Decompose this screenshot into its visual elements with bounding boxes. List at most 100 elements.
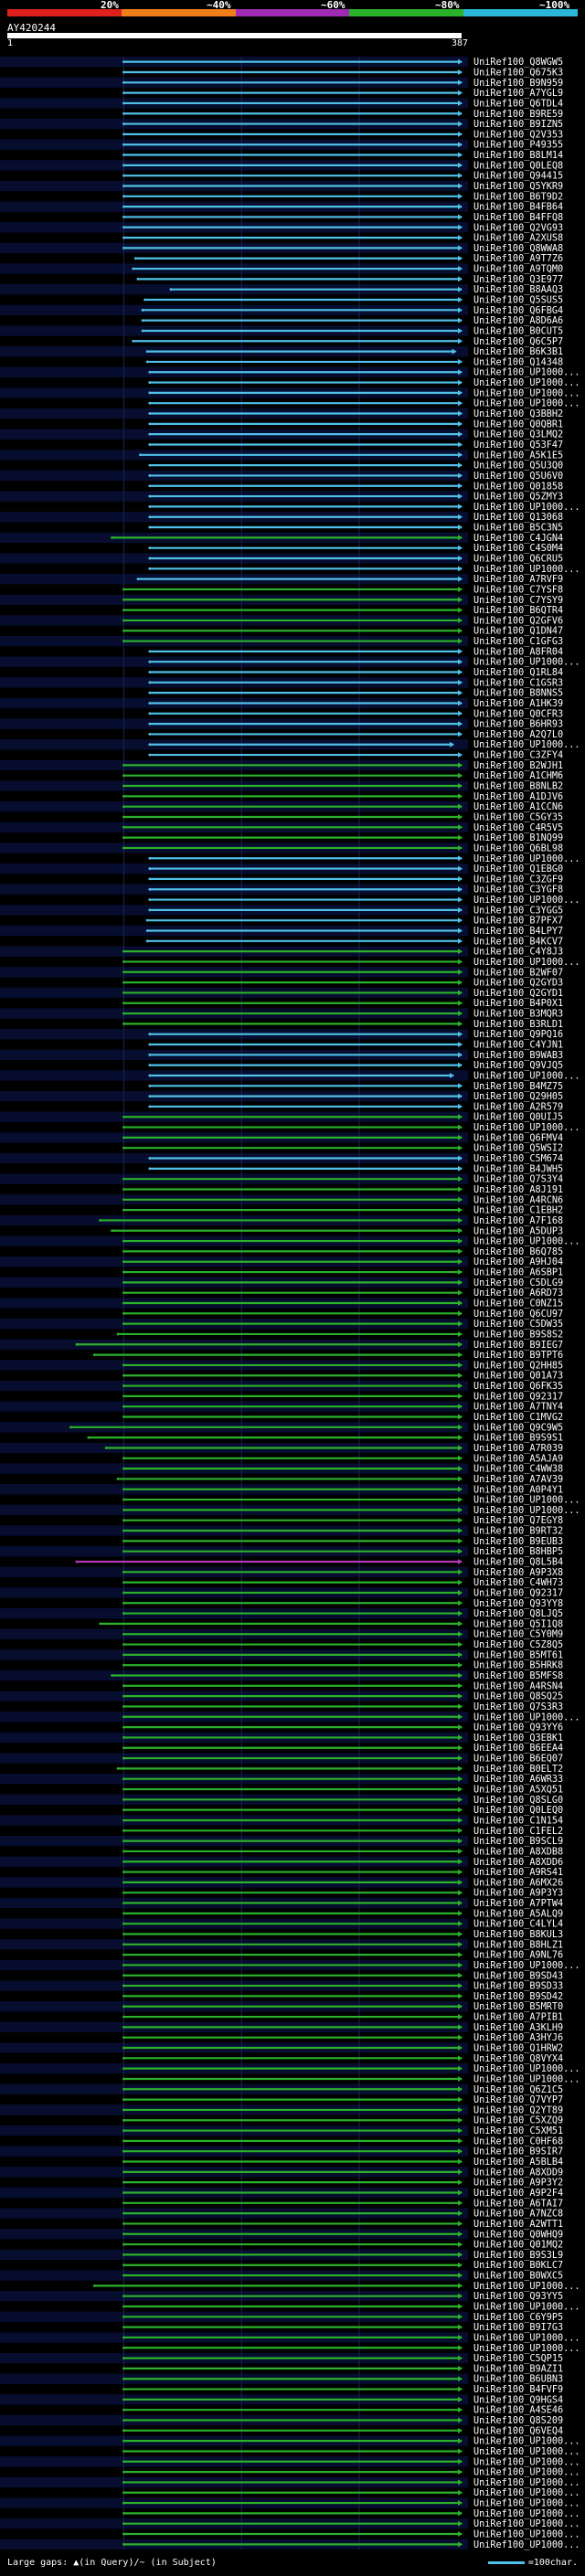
hit-label[interactable]: UniRef100_Q93YY6 xyxy=(473,1723,563,1733)
hit-label[interactable]: UniRef100_Q675K3 xyxy=(473,68,563,78)
hit-label[interactable]: UniRef100_B9RE59 xyxy=(473,110,563,120)
hit-label[interactable]: UniRef100_Q8LJQ5 xyxy=(473,1609,563,1619)
hit-label[interactable]: UniRef100_Q6CU97 xyxy=(473,1309,563,1320)
hit-label[interactable]: UniRef100_Q8L5B4 xyxy=(473,1557,563,1567)
hit-label[interactable]: UniRef100_UP1000... xyxy=(473,2509,580,2519)
hit-label[interactable]: UniRef100_C5Z8Q5 xyxy=(473,1640,563,1650)
hit-label[interactable]: UniRef100_A9P2F4 xyxy=(473,2189,563,2199)
hit-label[interactable]: UniRef100_UP1000... xyxy=(473,388,580,398)
hit-label[interactable]: UniRef100_Q5U6V0 xyxy=(473,472,563,482)
hit-label[interactable]: UniRef100_Q53F47 xyxy=(473,440,563,451)
hit-label[interactable]: UniRef100_Q8VYX4 xyxy=(473,2054,563,2064)
hit-label[interactable]: UniRef100_B9SIR7 xyxy=(473,2147,563,2157)
hit-label[interactable]: UniRef100_Q7VYP7 xyxy=(473,2095,563,2105)
hit-label[interactable]: UniRef100_Q5ZMY3 xyxy=(473,493,563,503)
hit-label[interactable]: UniRef100_UP1000... xyxy=(473,740,580,750)
hit-label[interactable]: UniRef100_C3ZFY4 xyxy=(473,751,563,761)
hit-label[interactable]: UniRef100_Q7S3Y4 xyxy=(473,1175,563,1185)
hit-label[interactable]: UniRef100_A7F168 xyxy=(473,1216,563,1226)
hit-label[interactable]: UniRef100_A7R039 xyxy=(473,1444,563,1454)
hit-label[interactable]: UniRef100_Q3LMQ2 xyxy=(473,430,563,440)
hit-label[interactable]: UniRef100_A7YGL9 xyxy=(473,89,563,99)
hit-label[interactable]: UniRef100_Q7S3R3 xyxy=(473,1702,563,1712)
hit-label[interactable]: UniRef100_B2WJH1 xyxy=(473,761,563,771)
hit-label[interactable]: UniRef100_Q6FK35 xyxy=(473,1382,563,1392)
hit-label[interactable]: UniRef100_B8AAQ3 xyxy=(473,285,563,295)
hit-label[interactable]: UniRef100_A4SE46 xyxy=(473,2406,563,2416)
hit-label[interactable]: UniRef100_C4Y8J3 xyxy=(473,948,563,958)
hit-label[interactable]: UniRef100_A5K1E5 xyxy=(473,451,563,461)
hit-label[interactable]: UniRef100_Q94415 xyxy=(473,172,563,182)
hit-label[interactable]: UniRef100_UP1000... xyxy=(473,2302,580,2312)
hit-label[interactable]: UniRef100_Q14348 xyxy=(473,357,563,367)
hit-label[interactable]: UniRef100_UP1000... xyxy=(473,1506,580,1516)
hit-label[interactable]: UniRef100_A1DJV6 xyxy=(473,792,563,802)
hit-label[interactable]: UniRef100_B4FFQ8 xyxy=(473,213,563,223)
hit-label[interactable]: UniRef100_Q01858 xyxy=(473,482,563,492)
hit-label[interactable]: UniRef100_A2Q7L0 xyxy=(473,730,563,740)
hit-label[interactable]: UniRef100_B4JWH5 xyxy=(473,1164,563,1174)
hit-label[interactable]: UniRef100_Q1EBG0 xyxy=(473,864,563,875)
hit-label[interactable]: UniRef100_A9P3X8 xyxy=(473,1568,563,1578)
hit-label[interactable]: UniRef100_Q2GYD3 xyxy=(473,979,563,989)
hit-label[interactable]: UniRef100_Q9HGS4 xyxy=(473,2395,563,2405)
hit-label[interactable]: UniRef100_B9SD33 xyxy=(473,1982,563,1992)
hit-label[interactable]: UniRef100_B6EQ07 xyxy=(473,1754,563,1765)
hit-label[interactable]: UniRef100_Q29H05 xyxy=(473,1092,563,1102)
hit-label[interactable]: UniRef100_Q3BBH2 xyxy=(473,409,563,419)
hit-label[interactable]: UniRef100_Q6FBG4 xyxy=(473,306,563,316)
hit-label[interactable]: UniRef100_B4FB64 xyxy=(473,203,563,213)
hit-label[interactable]: UniRef100_B8HBP5 xyxy=(473,1547,563,1557)
hit-label[interactable]: UniRef100_B5HRK8 xyxy=(473,1661,563,1671)
hit-label[interactable]: UniRef100_C3YGF8 xyxy=(473,885,563,896)
hit-label[interactable]: UniRef100_A6MX26 xyxy=(473,1878,563,1888)
hit-label[interactable]: UniRef100_UP1000... xyxy=(473,2468,580,2478)
hit-label[interactable]: UniRef100_C4JGN4 xyxy=(473,534,563,544)
hit-label[interactable]: UniRef100_UP1000... xyxy=(473,1496,580,1506)
hit-label[interactable]: UniRef100_Q01MQ2 xyxy=(473,2241,563,2251)
hit-label[interactable]: UniRef100_A9P3Y2 xyxy=(473,2178,563,2189)
hit-label[interactable]: UniRef100_UP1000... xyxy=(473,368,580,378)
hit-label[interactable]: UniRef100_A7PTW4 xyxy=(473,1899,563,1909)
hit-label[interactable]: UniRef100_Q5I1Q8 xyxy=(473,1619,563,1629)
hit-label[interactable]: UniRef100_C0HF68 xyxy=(473,2136,563,2147)
hit-label[interactable]: UniRef100_B0CUT5 xyxy=(473,326,563,336)
hit-label[interactable]: UniRef100_C1GSR3 xyxy=(473,678,563,688)
hit-label[interactable]: UniRef100_B9S8S2 xyxy=(473,1330,563,1340)
hit-label[interactable]: UniRef100_A9NL76 xyxy=(473,1951,563,1961)
hit-label[interactable]: UniRef100_A8XDD9 xyxy=(473,2168,563,2178)
hit-label[interactable]: UniRef100_A8J191 xyxy=(473,1185,563,1195)
hit-label[interactable]: UniRef100_C1GFG3 xyxy=(473,637,563,647)
hit-label[interactable]: UniRef100_A0P4Y1 xyxy=(473,1485,563,1495)
hit-label[interactable]: UniRef100_C5XZQ9 xyxy=(473,2116,563,2126)
hit-label[interactable]: UniRef100_B6T9D2 xyxy=(473,192,563,202)
hit-label[interactable]: UniRef100_C4WH73 xyxy=(473,1578,563,1588)
hit-label[interactable]: UniRef100_UP1000... xyxy=(473,958,580,968)
hit-label[interactable]: UniRef100_A1CHM6 xyxy=(473,771,563,781)
hit-label[interactable]: UniRef100_Q0WHQ9 xyxy=(473,2230,563,2240)
hit-label[interactable]: UniRef100_B4LPY7 xyxy=(473,927,563,937)
hit-label[interactable]: UniRef100_Q2YT89 xyxy=(473,2105,563,2115)
hit-label[interactable]: UniRef100_B9IEG7 xyxy=(473,1341,563,1351)
hit-label[interactable]: UniRef100_Q93YY5 xyxy=(473,2292,563,2302)
hit-label[interactable]: UniRef100_Q9PQ16 xyxy=(473,1030,563,1040)
hit-label[interactable]: UniRef100_A7PIB1 xyxy=(473,2013,563,2023)
hit-label[interactable]: UniRef100_A4RSN4 xyxy=(473,1681,563,1691)
hit-label[interactable]: UniRef100_UP1000... xyxy=(473,2499,580,2509)
hit-label[interactable]: UniRef100_Q13068 xyxy=(473,513,563,523)
hit-label[interactable]: UniRef100_Q92317 xyxy=(473,1392,563,1402)
hit-label[interactable]: UniRef100_C4LYL4 xyxy=(473,1920,563,1930)
hit-label[interactable]: UniRef100_B0KLC7 xyxy=(473,2261,563,2271)
hit-label[interactable]: UniRef100_B9SD42 xyxy=(473,1992,563,2002)
hit-label[interactable]: UniRef100_UP1000... xyxy=(473,399,580,409)
hit-label[interactable]: UniRef100_B4KCV7 xyxy=(473,937,563,947)
hit-label[interactable]: UniRef100_B0WXC5 xyxy=(473,2272,563,2282)
hit-label[interactable]: UniRef100_UP1000... xyxy=(473,2447,580,2457)
hit-label[interactable]: UniRef100_C1MVG2 xyxy=(473,1413,563,1423)
hit-label[interactable]: UniRef100_UP1000... xyxy=(473,1123,580,1133)
hit-label[interactable]: UniRef100_UP1000... xyxy=(473,2530,580,2540)
hit-label[interactable]: UniRef100_A9RS41 xyxy=(473,1868,563,1878)
hit-label[interactable]: UniRef100_A2R579 xyxy=(473,1102,563,1112)
hit-label[interactable]: UniRef100_Q1DN47 xyxy=(473,627,563,637)
hit-label[interactable]: UniRef100_Q0LEQ8 xyxy=(473,161,563,171)
